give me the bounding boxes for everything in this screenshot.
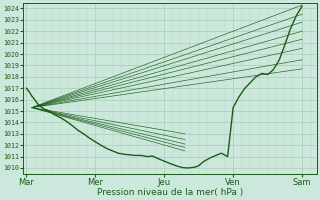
X-axis label: Pression niveau de la mer( hPa ): Pression niveau de la mer( hPa ) (97, 188, 243, 197)
